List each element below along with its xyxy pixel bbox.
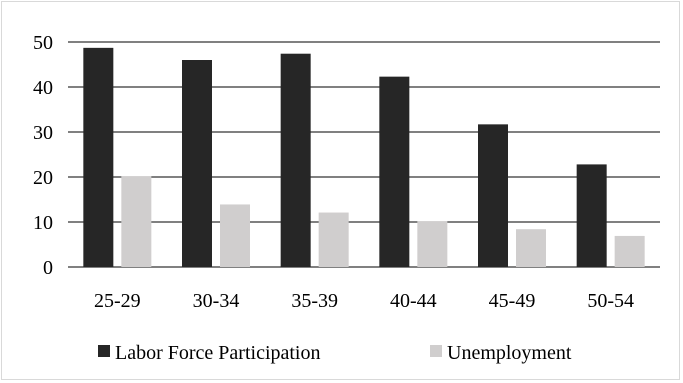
legend-swatch-unemployment	[430, 345, 442, 357]
y-tick-label-0: 0	[43, 257, 53, 279]
bar-unemployment-40-44	[417, 221, 448, 267]
bar-labor-force-participation-45-49	[478, 124, 508, 267]
x-tick-label-45-49: 45-49	[489, 290, 536, 312]
x-tick-label-35-39: 35-39	[291, 290, 338, 312]
legend: Labor Force Participation Unemployment	[98, 342, 572, 364]
x-tick-label-25-29: 25-29	[94, 290, 141, 312]
x-tick-label-30-34: 30-34	[193, 290, 240, 312]
bar-unemployment-25-29	[121, 176, 152, 267]
bar-labor-force-participation-50-54	[576, 164, 607, 267]
legend-label-unemployment: Unemployment	[447, 342, 572, 364]
legend-swatch-labor-force-participation	[98, 345, 110, 357]
y-axis-tick-labels: 0 10 20 30 40 50	[33, 32, 53, 279]
bar-labor-force-participation-35-39	[280, 53, 311, 268]
bar-labor-force-participation-25-29	[83, 47, 114, 267]
bars	[83, 47, 645, 268]
y-tick-label-50: 50	[33, 32, 53, 54]
y-tick-label-10: 10	[33, 212, 53, 234]
bar-unemployment-30-34	[220, 204, 250, 267]
y-tick-label-30: 30	[33, 122, 53, 144]
y-tick-label-20: 20	[33, 167, 53, 189]
x-tick-label-40-44: 40-44	[390, 290, 437, 312]
bar-labor-force-participation-30-34	[182, 60, 212, 267]
bar-unemployment-45-49	[516, 229, 546, 267]
legend-label-labor-force-participation: Labor Force Participation	[115, 342, 321, 364]
x-axis-tick-labels: 25-29 30-34 35-39 40-44 45-49 50-54	[94, 290, 634, 312]
gridlines	[68, 41, 660, 268]
bar-unemployment-35-39	[318, 212, 349, 267]
bar-unemployment-50-54	[614, 235, 645, 267]
y-tick-label-40: 40	[33, 77, 53, 99]
x-tick-label-50-54: 50-54	[587, 290, 634, 312]
bar-labor-force-participation-40-44	[379, 76, 410, 268]
